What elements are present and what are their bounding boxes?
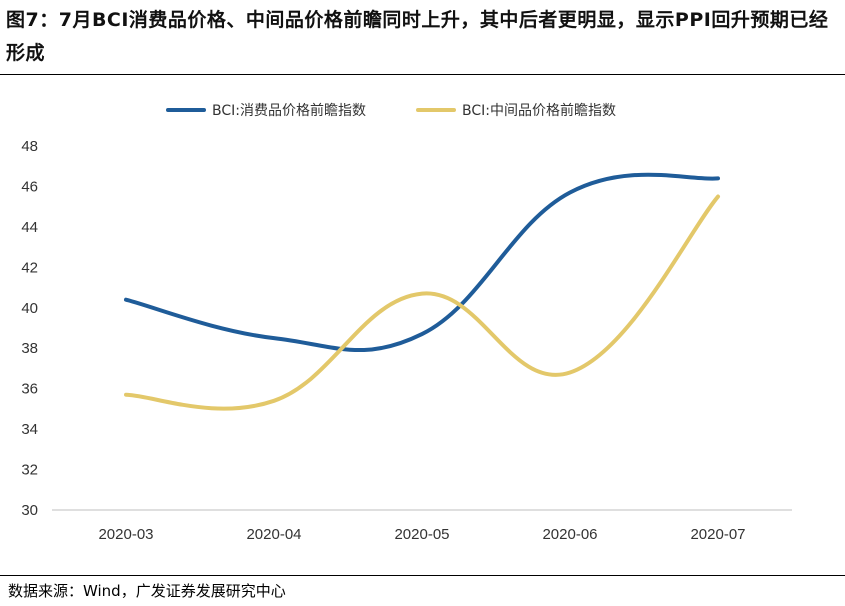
y-tick-label: 36: [21, 381, 38, 398]
y-axis: 30 32 34 36 38 40 42 44 46 48: [21, 138, 38, 519]
legend-label-2: BCI:中间品价格前瞻指数: [462, 102, 616, 119]
plot-area: [124, 172, 720, 411]
bottom-divider: [0, 575, 845, 576]
x-tick-label: 2020-03: [98, 526, 153, 543]
x-axis: 2020-03 2020-04 2020-05 2020-06 2020-07: [52, 509, 792, 543]
y-tick-label: 44: [21, 219, 38, 236]
y-tick-label: 42: [21, 259, 38, 276]
y-tick-label: 40: [21, 300, 38, 317]
legend-label-1: BCI:消费品价格前瞻指数: [212, 102, 366, 119]
y-tick-label: 34: [21, 421, 38, 438]
y-tick-label: 30: [21, 502, 38, 519]
top-divider: [0, 74, 845, 75]
x-tick-label: 2020-07: [690, 526, 745, 543]
x-tick-label: 2020-06: [542, 526, 597, 543]
x-tick-label: 2020-05: [394, 526, 449, 543]
y-tick-label: 48: [21, 138, 38, 155]
y-tick-label: 32: [21, 462, 38, 479]
line-chart: BCI:消费品价格前瞻指数 BCI:中间品价格前瞻指数 30 32 34 36 38 40 4…: [21, 102, 792, 543]
legend: BCI:消费品价格前瞻指数 BCI:中间品价格前瞻指数: [166, 102, 616, 119]
x-tick-label: 2020-04: [246, 526, 301, 543]
y-tick-label: 38: [21, 340, 38, 357]
series-line-2: [124, 194, 720, 411]
y-tick-label: 46: [21, 178, 38, 195]
chart-title: 图7：7月BCI消费品价格、中间品价格前瞻同时上升，其中后者更明显，显示PPI回…: [6, 9, 829, 64]
series-line-1: [124, 172, 720, 353]
data-source: 数据来源：Wind，广发证券发展研究中心: [8, 582, 286, 600]
